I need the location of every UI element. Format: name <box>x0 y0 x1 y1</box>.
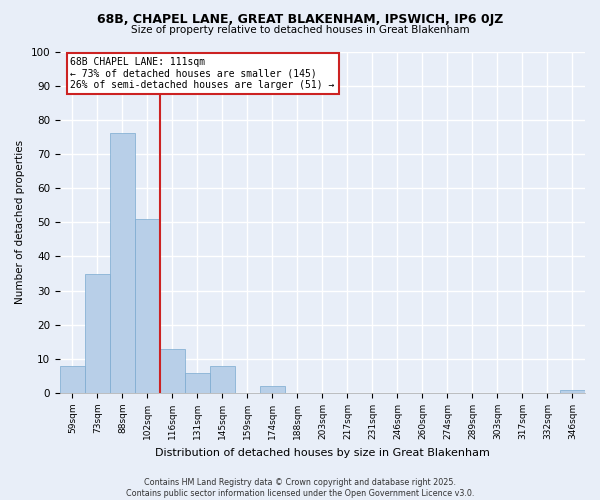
Bar <box>185 372 210 393</box>
Text: 68B, CHAPEL LANE, GREAT BLAKENHAM, IPSWICH, IP6 0JZ: 68B, CHAPEL LANE, GREAT BLAKENHAM, IPSWI… <box>97 12 503 26</box>
Text: Contains HM Land Registry data © Crown copyright and database right 2025.
Contai: Contains HM Land Registry data © Crown c… <box>126 478 474 498</box>
Y-axis label: Number of detached properties: Number of detached properties <box>15 140 25 304</box>
X-axis label: Distribution of detached houses by size in Great Blakenham: Distribution of detached houses by size … <box>155 448 490 458</box>
Bar <box>110 134 135 393</box>
Bar <box>560 390 585 393</box>
Bar <box>160 348 185 393</box>
Bar <box>85 274 110 393</box>
Bar <box>210 366 235 393</box>
Bar <box>260 386 285 393</box>
Bar <box>135 219 160 393</box>
Text: Size of property relative to detached houses in Great Blakenham: Size of property relative to detached ho… <box>131 25 469 35</box>
Text: 68B CHAPEL LANE: 111sqm
← 73% of detached houses are smaller (145)
26% of semi-d: 68B CHAPEL LANE: 111sqm ← 73% of detache… <box>70 56 335 90</box>
Bar <box>60 366 85 393</box>
